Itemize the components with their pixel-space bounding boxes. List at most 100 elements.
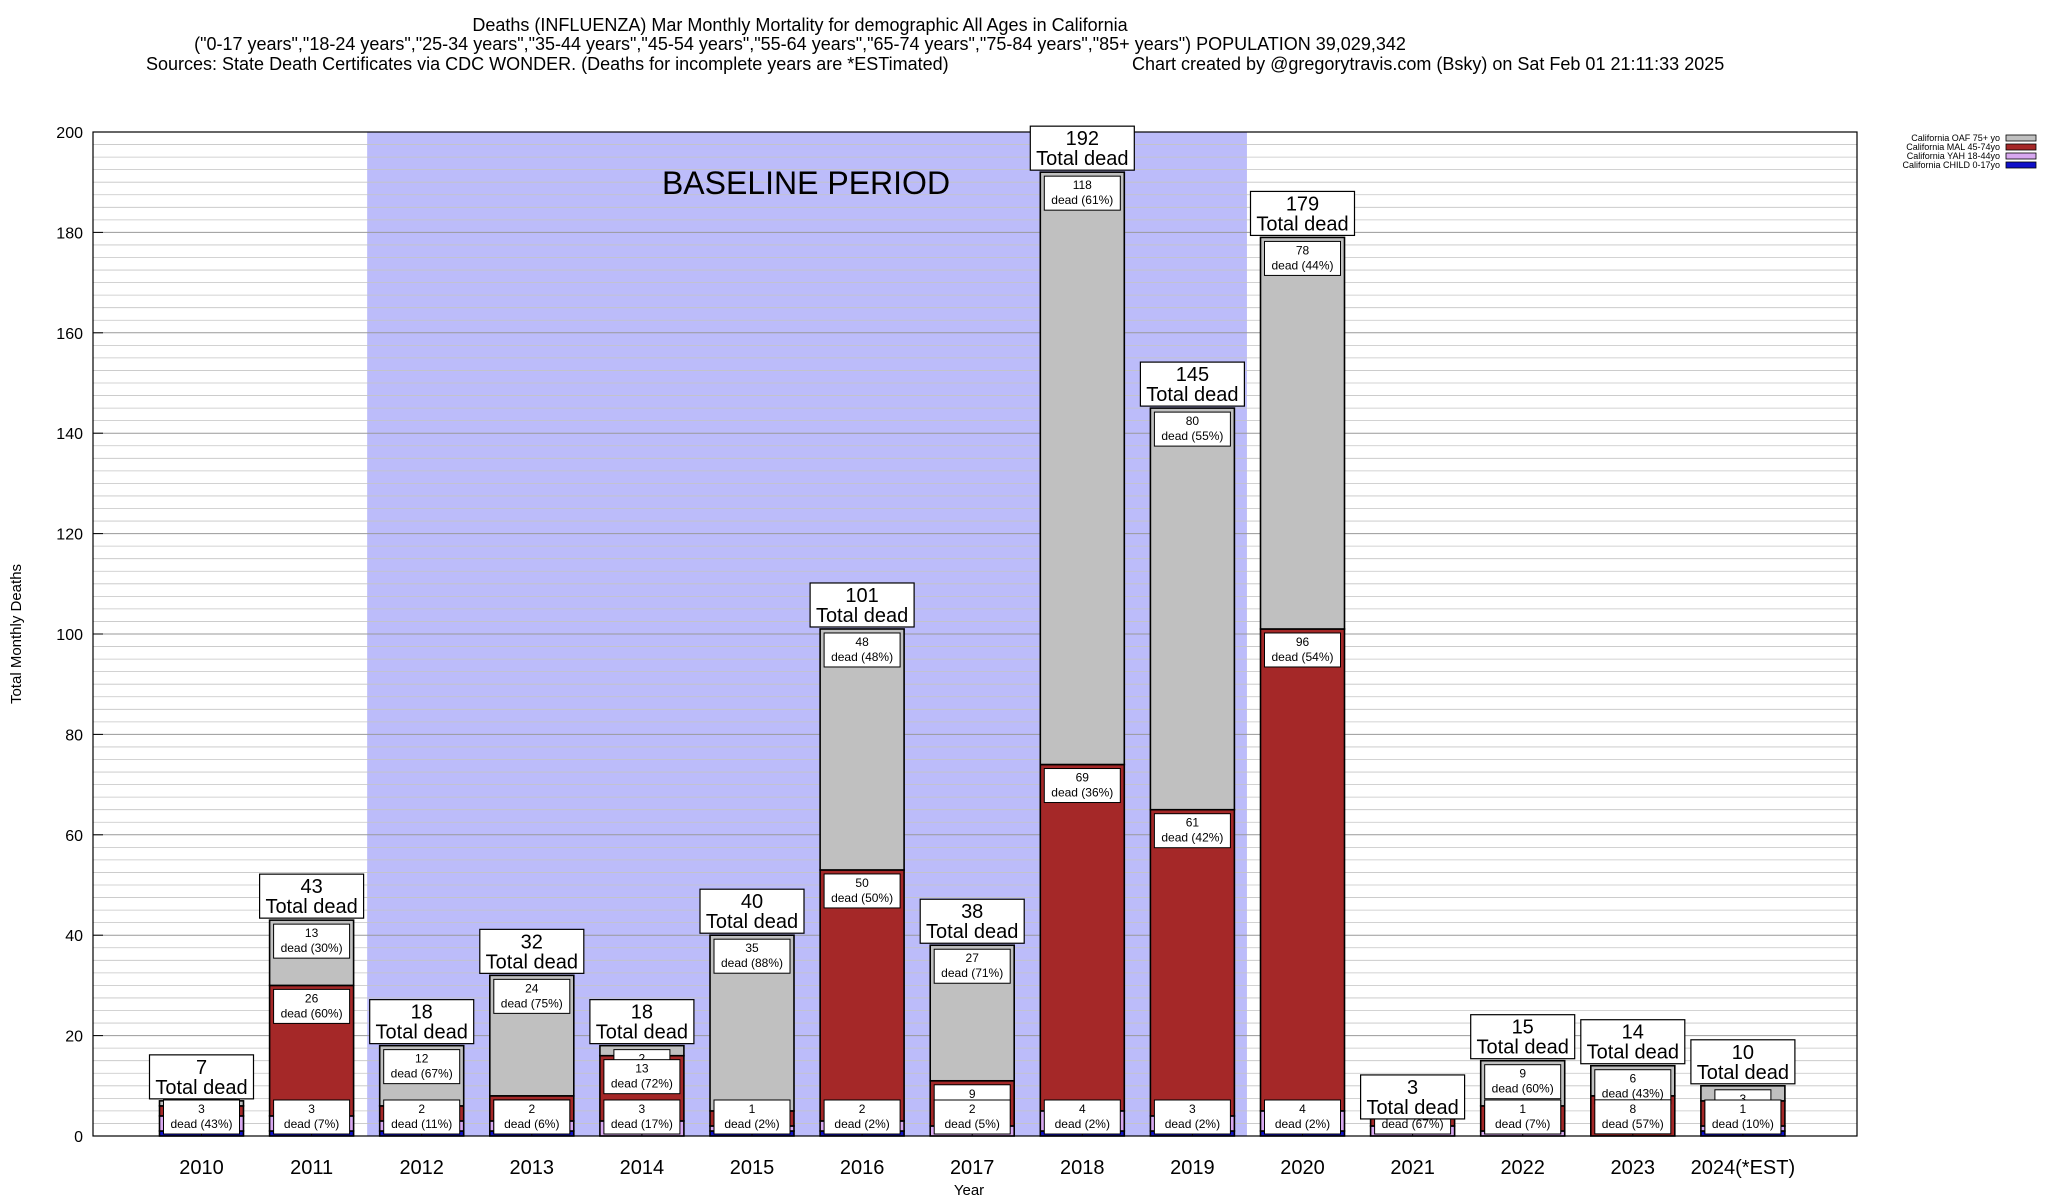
total-suffix-label: Total dead	[1146, 384, 1238, 406]
segment-pct-label: dead (17%)	[611, 1117, 673, 1131]
x-axis-label: Year	[954, 1182, 984, 1199]
segment-value-label: 3	[639, 1102, 646, 1116]
y-tick-label: 0	[74, 1129, 83, 1146]
total-label-box	[1139, 361, 1246, 407]
y-tick-label: 120	[56, 527, 83, 544]
total-suffix-label: Total dead	[1366, 1097, 1458, 1119]
bar-segment	[1039, 171, 1126, 766]
segment-label-box	[273, 988, 351, 1024]
total-value-label: 192	[1066, 128, 1099, 150]
segment-label-box	[493, 1099, 571, 1135]
segment-pct-label: dead (43%)	[170, 1117, 232, 1131]
segment-pct-label: dead (42%)	[1161, 831, 1223, 845]
segment-label-box	[273, 923, 351, 959]
x-tick-label: 2010	[179, 1157, 224, 1179]
segment-label-box	[1594, 1099, 1672, 1135]
segment-label-box	[1484, 1099, 1562, 1135]
total-label-box	[589, 999, 695, 1045]
total-suffix-label: Total dead	[816, 605, 908, 627]
total-label-box	[1470, 1014, 1576, 1060]
segment-label-box	[1043, 1099, 1121, 1135]
y-axis-label: Total Monthly Deaths	[8, 564, 25, 704]
chart-sources: Sources: State Death Certificates via CD…	[146, 54, 949, 74]
baseline-period-label: BASELINE PERIOD	[662, 165, 950, 201]
segment-pct-label: dead (11%)	[391, 1117, 452, 1131]
total-suffix-label: Total dead	[486, 951, 578, 973]
segment-value-label: 6	[1629, 1072, 1636, 1086]
legend-swatch	[2005, 152, 2037, 160]
y-tick-label: 140	[56, 426, 83, 443]
total-label-box	[1359, 1074, 1466, 1120]
total-value-label: 18	[631, 1002, 653, 1024]
total-suffix-label: Total dead	[1256, 213, 1348, 235]
segment-pct-label: dead (10%)	[1712, 1117, 1774, 1131]
segment-value-label: 8	[1629, 1102, 1636, 1116]
total-value-label: 43	[300, 876, 322, 898]
x-tick-label: 2015	[730, 1157, 775, 1179]
segment-pct-label: dead (36%)	[1051, 786, 1113, 800]
segment-pct-label: dead (54%)	[1271, 650, 1333, 664]
y-tick-label: 20	[65, 1029, 83, 1046]
x-tick-label: 2020	[1280, 1157, 1325, 1179]
chart-credit: Chart created by @gregorytravis.com (Bsk…	[1132, 54, 1724, 74]
segment-value-label: 4	[1079, 1102, 1086, 1116]
total-value-label: 101	[845, 585, 878, 607]
segment-value-label: 80	[1186, 414, 1200, 428]
y-tick-label: 160	[56, 326, 83, 343]
total-label-box	[1029, 125, 1135, 171]
segment-label-box	[383, 1099, 461, 1135]
segment-pct-label: dead (2%)	[834, 1117, 889, 1131]
segment-pct-label: dead (2%)	[1165, 1117, 1220, 1131]
segment-pct-label: dead (43%)	[1602, 1087, 1664, 1101]
segment-label-box	[1043, 768, 1121, 804]
segment-label-box	[713, 938, 791, 974]
y-tick-label: 80	[65, 727, 83, 744]
total-suffix-label: Total dead	[706, 911, 798, 933]
segment-pct-label: dead (30%)	[281, 941, 343, 955]
segment-pct-label: dead (72%)	[611, 1077, 673, 1091]
y-tick-label: 180	[56, 225, 83, 242]
segment-label-box	[823, 1099, 901, 1135]
segment-label-box	[603, 1059, 681, 1095]
legend-label: California CHILD 0-17yo	[1902, 160, 2000, 170]
segment-value-label: 3	[308, 1102, 315, 1116]
segment-value-label: 24	[525, 981, 539, 995]
total-suffix-label: Total dead	[1036, 148, 1128, 170]
total-suffix-label: Total dead	[1477, 1037, 1569, 1059]
total-label-box	[369, 999, 475, 1045]
total-label-box	[259, 873, 365, 919]
segment-value-label: 9	[969, 1087, 976, 1101]
segment-value-label: 35	[745, 941, 759, 955]
segment-value-label: 1	[1740, 1102, 1747, 1116]
x-tick-label: 2022	[1500, 1157, 1545, 1179]
total-value-label: 10	[1732, 1042, 1754, 1064]
total-label-box	[148, 1054, 255, 1100]
segment-value-label: 26	[305, 991, 319, 1005]
segment-pct-label: dead (7%)	[284, 1117, 339, 1131]
legend-label: California MAL 45-74yo	[1906, 142, 2000, 152]
segment-pct-label: dead (7%)	[1495, 1117, 1550, 1131]
total-value-label: 15	[1512, 1017, 1534, 1039]
total-suffix-label: Total dead	[596, 1022, 688, 1044]
segment-value-label: 4	[1299, 1102, 1306, 1116]
legend-swatch	[2005, 134, 2037, 142]
segment-value-label: 61	[1186, 816, 1200, 830]
segment-label-box	[1153, 411, 1231, 447]
bar-segment	[819, 869, 905, 1122]
total-suffix-label: Total dead	[155, 1077, 247, 1099]
segment-label-box	[1704, 1099, 1782, 1135]
segment-pct-label: dead (5%)	[945, 1117, 1000, 1131]
bar-segment	[819, 628, 905, 871]
segment-pct-label: dead (61%)	[1051, 193, 1113, 207]
total-label-box	[699, 888, 805, 934]
total-suffix-label: Total dead	[265, 896, 357, 918]
y-tick-label: 60	[65, 828, 83, 845]
segment-pct-label: dead (44%)	[1271, 258, 1333, 272]
segment-label-box	[273, 1099, 351, 1135]
segment-value-label: 2	[859, 1102, 866, 1116]
segment-value-label: 3	[1740, 1092, 1747, 1106]
x-tick-label: 2018	[1060, 1157, 1105, 1179]
total-label-box	[1249, 190, 1356, 237]
